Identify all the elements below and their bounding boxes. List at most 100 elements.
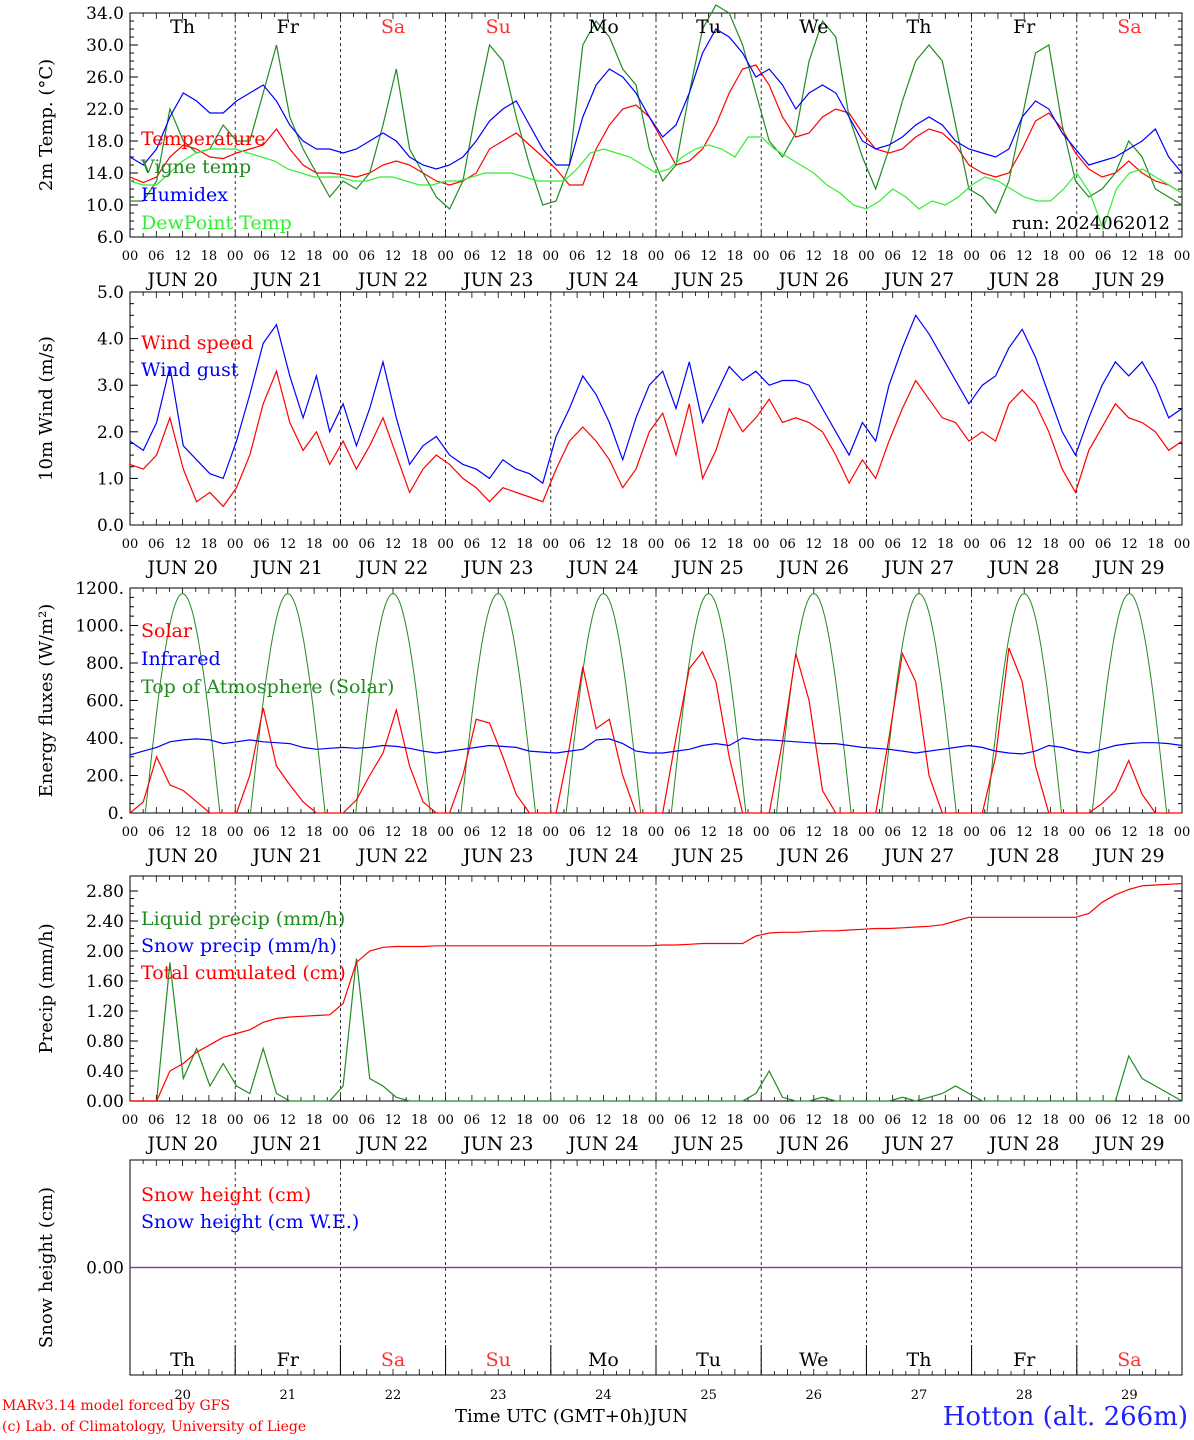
hour-label: 00 bbox=[543, 1113, 560, 1128]
date-label: JUN 27 bbox=[882, 269, 954, 291]
hour-label: 06 bbox=[148, 1113, 165, 1128]
hour-label: 00 bbox=[122, 537, 139, 552]
date-label: JUN 28 bbox=[987, 269, 1059, 291]
toa-solar-line bbox=[250, 593, 326, 814]
y-tick-label: 600. bbox=[86, 692, 124, 712]
hour-label: 00 bbox=[543, 249, 560, 264]
y-tick-label: 3.0 bbox=[97, 376, 124, 396]
legend-entry: Snow height (cm) bbox=[141, 1184, 311, 1206]
hour-label: 12 bbox=[911, 1113, 928, 1128]
hour-label: 12 bbox=[806, 249, 823, 264]
y-tick-label: 1200. bbox=[75, 579, 124, 599]
weekday-label: Sa bbox=[381, 16, 405, 38]
hour-label: 00 bbox=[858, 825, 875, 840]
date-label: JUN 22 bbox=[356, 557, 428, 579]
hour-label: 18 bbox=[1147, 825, 1164, 840]
hour-label: 00 bbox=[543, 825, 560, 840]
date-label: JUN 20 bbox=[145, 1133, 217, 1155]
hour-label: 18 bbox=[306, 825, 323, 840]
hour-label: 06 bbox=[674, 249, 691, 264]
date-label: JUN 29 bbox=[1092, 557, 1164, 579]
hour-label: 06 bbox=[1095, 537, 1112, 552]
date-label: JUN 28 bbox=[987, 1133, 1059, 1155]
hour-label: 12 bbox=[385, 249, 402, 264]
date-label: JUN 26 bbox=[777, 269, 849, 291]
hour-label: 12 bbox=[700, 537, 717, 552]
y-tick-label: 2.40 bbox=[86, 912, 124, 932]
hour-label: 12 bbox=[174, 1113, 191, 1128]
hour-label: 06 bbox=[569, 249, 586, 264]
hour-label: 12 bbox=[490, 249, 507, 264]
hour-label: 06 bbox=[884, 1113, 901, 1128]
weekday-label: Th bbox=[170, 16, 195, 38]
time-label: Time UTC (GMT+0h) bbox=[455, 1406, 650, 1427]
y-tick-label: 1.0 bbox=[97, 469, 124, 489]
hour-label: 18 bbox=[727, 537, 744, 552]
hour-label: 06 bbox=[569, 1113, 586, 1128]
hour-label: 12 bbox=[806, 537, 823, 552]
hour-label: 12 bbox=[1121, 825, 1138, 840]
y-tick-label: 26.0 bbox=[86, 68, 124, 88]
date-label: JUN 21 bbox=[251, 557, 323, 579]
hour-label: 06 bbox=[253, 537, 270, 552]
legend-entry: Solar bbox=[141, 620, 193, 642]
date-label: JUN 23 bbox=[461, 557, 533, 579]
hour-label: 00 bbox=[1069, 825, 1086, 840]
hour-label: 18 bbox=[621, 825, 638, 840]
hour-label: 06 bbox=[779, 249, 796, 264]
hour-label: 12 bbox=[806, 825, 823, 840]
toa-solar-line bbox=[1091, 593, 1168, 814]
weekday-label: Th bbox=[907, 16, 932, 38]
hour-label: 06 bbox=[990, 249, 1007, 264]
date-label: JUN 27 bbox=[882, 845, 954, 867]
y-tick-label: 2.0 bbox=[97, 423, 124, 443]
hour-label: 06 bbox=[464, 537, 481, 552]
legend-entry: Infrared bbox=[141, 648, 221, 670]
y-tick-label: 800. bbox=[86, 654, 124, 674]
hour-label: 00 bbox=[437, 249, 454, 264]
date-label: JUN 29 bbox=[1092, 1133, 1164, 1155]
weekday-label: Su bbox=[486, 16, 511, 38]
y-tick-label: 5.0 bbox=[97, 283, 124, 303]
hour-label: 18 bbox=[411, 537, 428, 552]
y-axis-label: Snow height (cm) bbox=[36, 1187, 57, 1348]
hour-label: 18 bbox=[937, 249, 954, 264]
hour-label: 00 bbox=[648, 249, 665, 264]
legend-entry: Temperature bbox=[141, 128, 265, 150]
hour-label: 18 bbox=[306, 1113, 323, 1128]
hour-label: 12 bbox=[595, 1113, 612, 1128]
hour-label: 18 bbox=[621, 1113, 638, 1128]
hour-label: 00 bbox=[648, 825, 665, 840]
weekday-label: Sa bbox=[1117, 16, 1141, 38]
hour-label: 12 bbox=[700, 825, 717, 840]
month-label: JUN bbox=[649, 1406, 689, 1427]
panel-1: 6.0 10.0 14.0 18.0 22.0 26.0 30.0 34.0 2m Temp. … bbox=[36, 4, 1190, 291]
day-number: 21 bbox=[280, 1388, 297, 1403]
toa-solar-line bbox=[565, 593, 642, 814]
hour-label: 00 bbox=[858, 249, 875, 264]
hour-label: 00 bbox=[227, 825, 244, 840]
y-tick-label: 1.20 bbox=[86, 1002, 124, 1022]
y-tick-label: 34.0 bbox=[86, 4, 124, 24]
hour-label: 12 bbox=[385, 537, 402, 552]
hour-label: 06 bbox=[464, 249, 481, 264]
hour-label: 00 bbox=[332, 1113, 349, 1128]
hour-label: 12 bbox=[385, 1113, 402, 1128]
toa-solar-line bbox=[460, 593, 536, 814]
date-label: JUN 21 bbox=[251, 845, 323, 867]
legend-entry: Snow height (cm W.E.) bbox=[141, 1211, 359, 1233]
hour-label: 00 bbox=[1174, 537, 1191, 552]
hour-label: 18 bbox=[1147, 249, 1164, 264]
hour-label: 00 bbox=[858, 1113, 875, 1128]
hour-label: 18 bbox=[1147, 537, 1164, 552]
date-label: JUN 24 bbox=[566, 269, 638, 291]
hour-label: 18 bbox=[516, 825, 533, 840]
day-number: 28 bbox=[1016, 1388, 1033, 1403]
hour-label: 12 bbox=[595, 249, 612, 264]
hour-label: 18 bbox=[1042, 249, 1059, 264]
hour-label: 00 bbox=[753, 825, 770, 840]
series-line bbox=[129, 64, 1183, 194]
legend-entry: DewPoint Temp bbox=[141, 212, 292, 234]
hour-label: 18 bbox=[411, 825, 428, 840]
